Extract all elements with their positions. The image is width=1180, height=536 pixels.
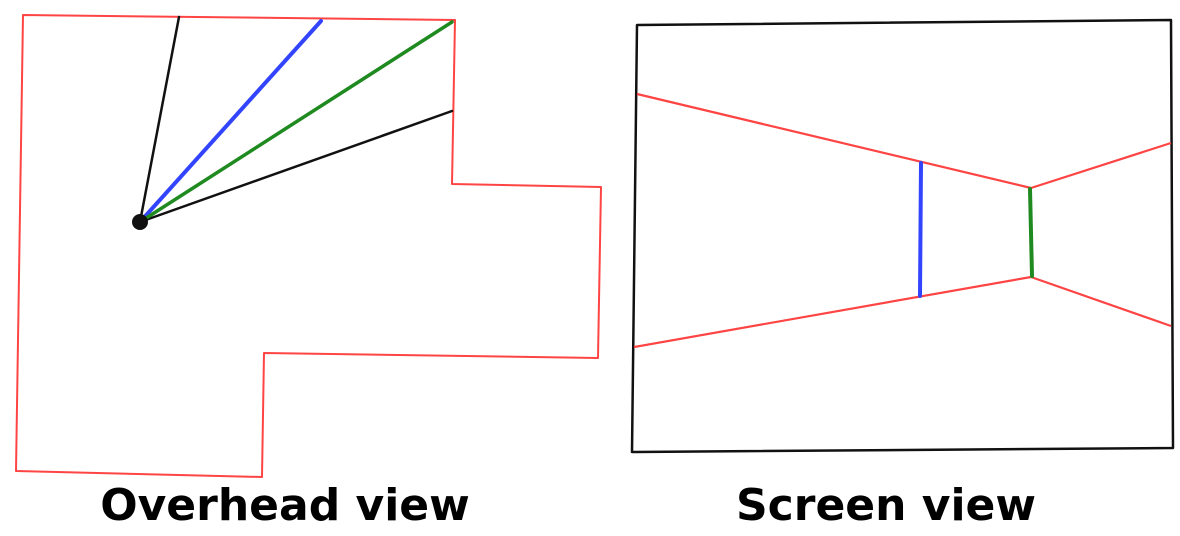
screen-view-caption: Screen view (735, 480, 1037, 531)
blue-ray (138, 19, 323, 224)
fov-left-ray (138, 15, 181, 224)
screen-frame (630, 18, 1175, 454)
wall-bottom-right (1030, 275, 1172, 328)
fov-right-ray (138, 109, 454, 224)
wall-top-right (1030, 141, 1172, 190)
green-wall-edge (1028, 187, 1034, 278)
viewer-dot (132, 214, 148, 230)
green-ray (138, 20, 454, 224)
overhead-view-caption: Overhead view (100, 480, 470, 531)
screen-view (630, 18, 1175, 454)
wall-top-left (636, 92, 1032, 190)
blue-wall-edge (918, 161, 923, 298)
overhead-view (15, 14, 602, 478)
wall-bottom-left (633, 275, 1032, 349)
room-outline (15, 14, 602, 478)
